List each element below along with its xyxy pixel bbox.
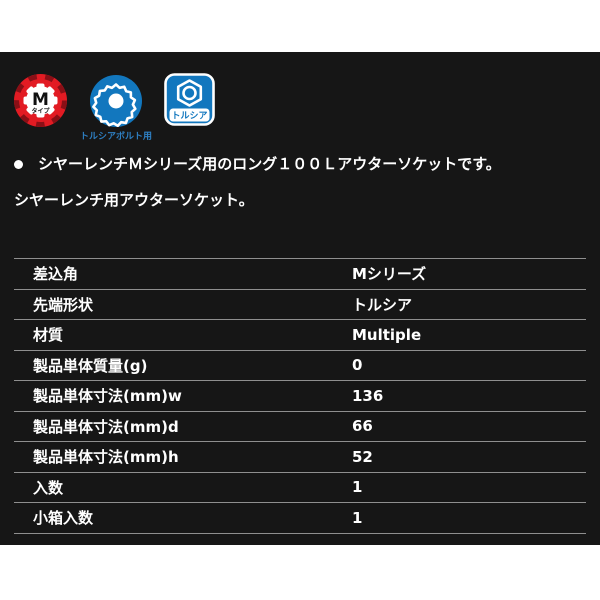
description-line-1-text: シヤーレンチＭシリーズ用のロング１００Ｌアウターソケットです。	[38, 155, 501, 173]
spec-value: トルシア	[352, 295, 413, 314]
spec-value: 52	[352, 447, 373, 466]
table-row: 差込角 Mシリーズ	[14, 258, 586, 290]
spec-value: 66	[352, 417, 373, 436]
m-type-letter: M	[32, 90, 49, 110]
spec-value: 136	[352, 386, 384, 405]
spec-label: 入数	[33, 478, 64, 497]
description-line-1: シヤーレンチＭシリーズ用のロング１００Ｌアウターソケットです。	[14, 155, 586, 173]
spec-label: 先端形状	[33, 295, 94, 314]
m-type-badge: M タイプ	[13, 73, 68, 128]
torsia-bolt-label: トルシアボルト用	[80, 132, 153, 142]
table-row: 材質 Multiple	[14, 319, 586, 351]
bullet-icon	[14, 159, 23, 169]
spec-value: 0	[352, 356, 363, 375]
spec-label: 差込角	[33, 265, 79, 284]
m-type-icon: M タイプ	[14, 74, 67, 127]
table-row: 製品単体寸法(mm)w 136	[14, 380, 586, 412]
torsia-badge-label: トルシア	[172, 111, 208, 122]
spec-label: 製品単体寸法(mm)h	[33, 448, 179, 467]
table-row: 入数 1	[14, 472, 586, 503]
m-type-label: タイプ	[31, 107, 50, 115]
table-row: 製品単体寸法(mm)d 66	[14, 411, 586, 442]
torsia-badge: トルシア	[164, 73, 215, 126]
torsia-bolt-badge: トルシアボルト用	[80, 73, 152, 142]
table-row: 製品単体質量(g) 0	[14, 350, 586, 381]
table-row: 小箱入数 1	[14, 502, 586, 533]
torsia-icon: トルシア	[164, 73, 215, 126]
feature-badges-row: M タイプ トルシアボルト用	[13, 73, 215, 142]
spec-label: 材質	[33, 326, 64, 345]
spec-value: 1	[352, 508, 363, 527]
spec-label: 製品単体寸法(mm)d	[33, 417, 179, 436]
description-line-2: シヤーレンチ用アウターソケット。	[14, 191, 254, 209]
product-info-panel: M タイプ トルシアボルト用	[0, 52, 600, 545]
spec-label: 製品単体質量(g)	[33, 356, 148, 375]
spec-value: 1	[352, 478, 363, 497]
spec-label: 製品単体寸法(mm)w	[33, 387, 182, 406]
torsia-bolt-icon	[90, 75, 142, 127]
table-row: 先端形状 トルシア	[14, 289, 586, 320]
spec-value: Mシリーズ	[352, 265, 427, 284]
table-row: 製品単体寸法(mm)h 52	[14, 441, 586, 473]
spec-label: 小箱入数	[33, 509, 94, 528]
spec-table: 差込角 Mシリーズ 先端形状 トルシア 材質 Multiple 製品単体質量(g…	[14, 258, 586, 534]
spec-value: Multiple	[352, 325, 422, 344]
